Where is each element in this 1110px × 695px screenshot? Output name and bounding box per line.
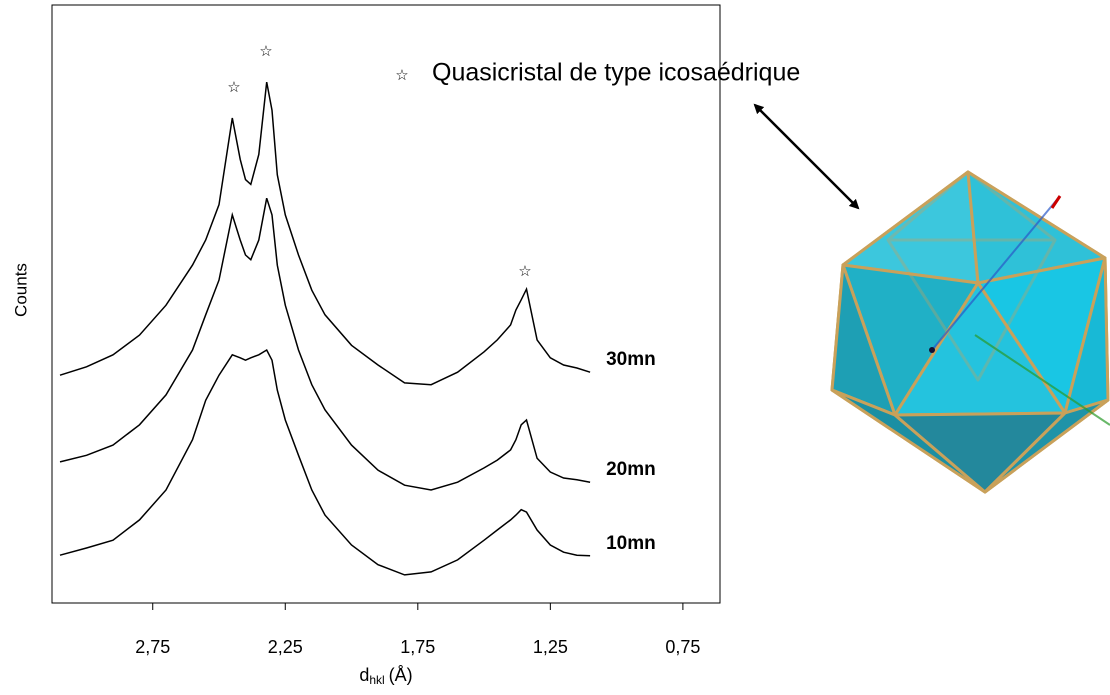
y-axis-label: Counts [11, 263, 30, 317]
plot-frame [51, 4, 721, 604]
x-tick-label: 2,25 [268, 637, 303, 657]
series-label: 30mn [606, 349, 656, 370]
peak-marker: ☆ [227, 79, 240, 96]
peak-marker: ☆ [259, 43, 272, 60]
series-label: 10mn [606, 533, 656, 554]
x-tick-label: 1,75 [400, 637, 435, 657]
legend-marker: ☆ [395, 67, 408, 84]
x-label-main: d [359, 665, 369, 685]
x-label-sub: hkl [369, 673, 384, 687]
x-axis-label: dhkl (Å) [359, 665, 412, 687]
x-tick-label: 1,25 [533, 637, 568, 657]
x-tick-label: 0,75 [665, 637, 700, 657]
series-line [59, 81, 591, 386]
icosahedron [830, 170, 1110, 494]
x-label-unit: (Å) [389, 665, 413, 685]
series-line [59, 197, 591, 491]
series-label: 20mn [606, 459, 656, 480]
arrow [753, 103, 860, 210]
x-tick-label: 2,75 [135, 637, 170, 657]
series-line [59, 348, 591, 576]
peak-marker: ☆ [518, 263, 531, 280]
annotation: Quasicristal de type icosaédrique [432, 59, 800, 87]
